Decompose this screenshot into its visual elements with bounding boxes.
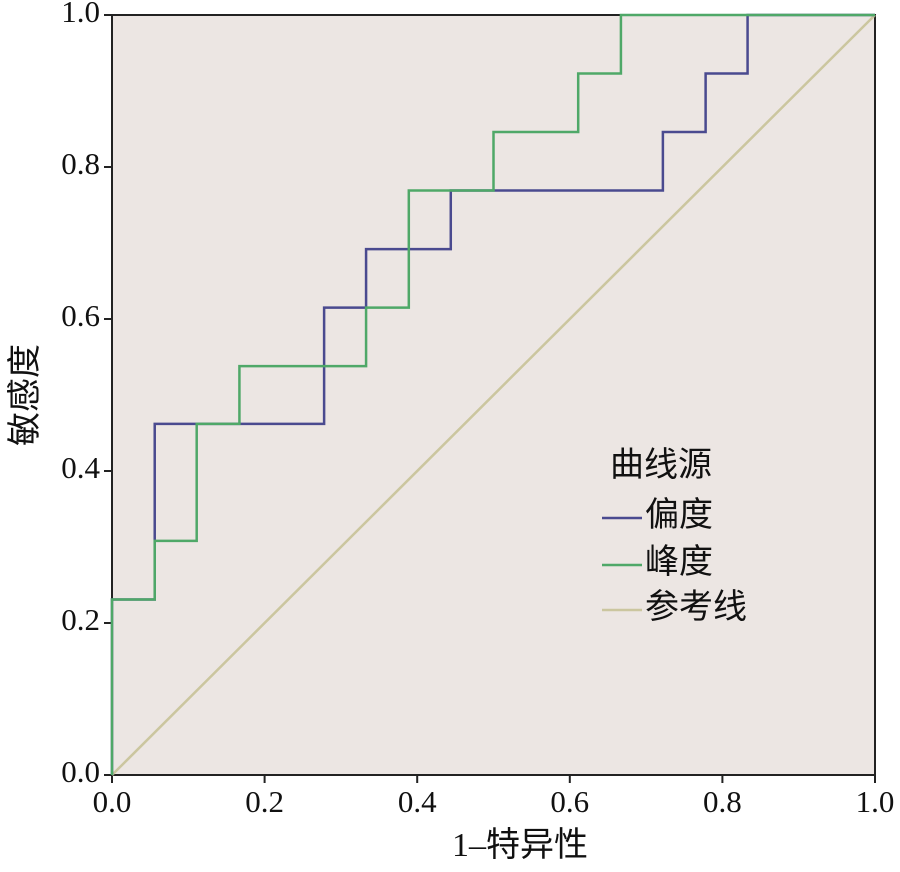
y-tick-label: 0.0: [61, 754, 100, 789]
series-line: [110, 13, 875, 775]
series-line: [110, 13, 875, 775]
legend-label: 峰度: [645, 543, 713, 581]
x-tick-label: 0.6: [550, 784, 589, 819]
legend-label: 偏度: [645, 496, 713, 534]
y-axis-title: 敏感度: [6, 344, 44, 446]
y-tick-label: 0.2: [61, 602, 100, 637]
y-tick-label: 0.4: [61, 450, 100, 485]
legend-label: 参考线: [645, 588, 747, 626]
x-tick-label: 0.4: [398, 784, 437, 819]
legend-title: 曲线源: [610, 446, 712, 484]
y-tick-label: 1.0: [61, 0, 100, 29]
series-line: [111, 14, 876, 776]
y-tick-label: 0.6: [61, 298, 100, 333]
x-tick-label: 1.0: [856, 784, 895, 819]
x-tick-label: 0.0: [93, 784, 132, 819]
y-tick-label: 0.8: [61, 146, 100, 181]
x-tick-label: 0.2: [245, 784, 284, 819]
x-tick-label: 0.8: [703, 784, 742, 819]
x-axis-title: 1–特异性: [452, 826, 588, 864]
